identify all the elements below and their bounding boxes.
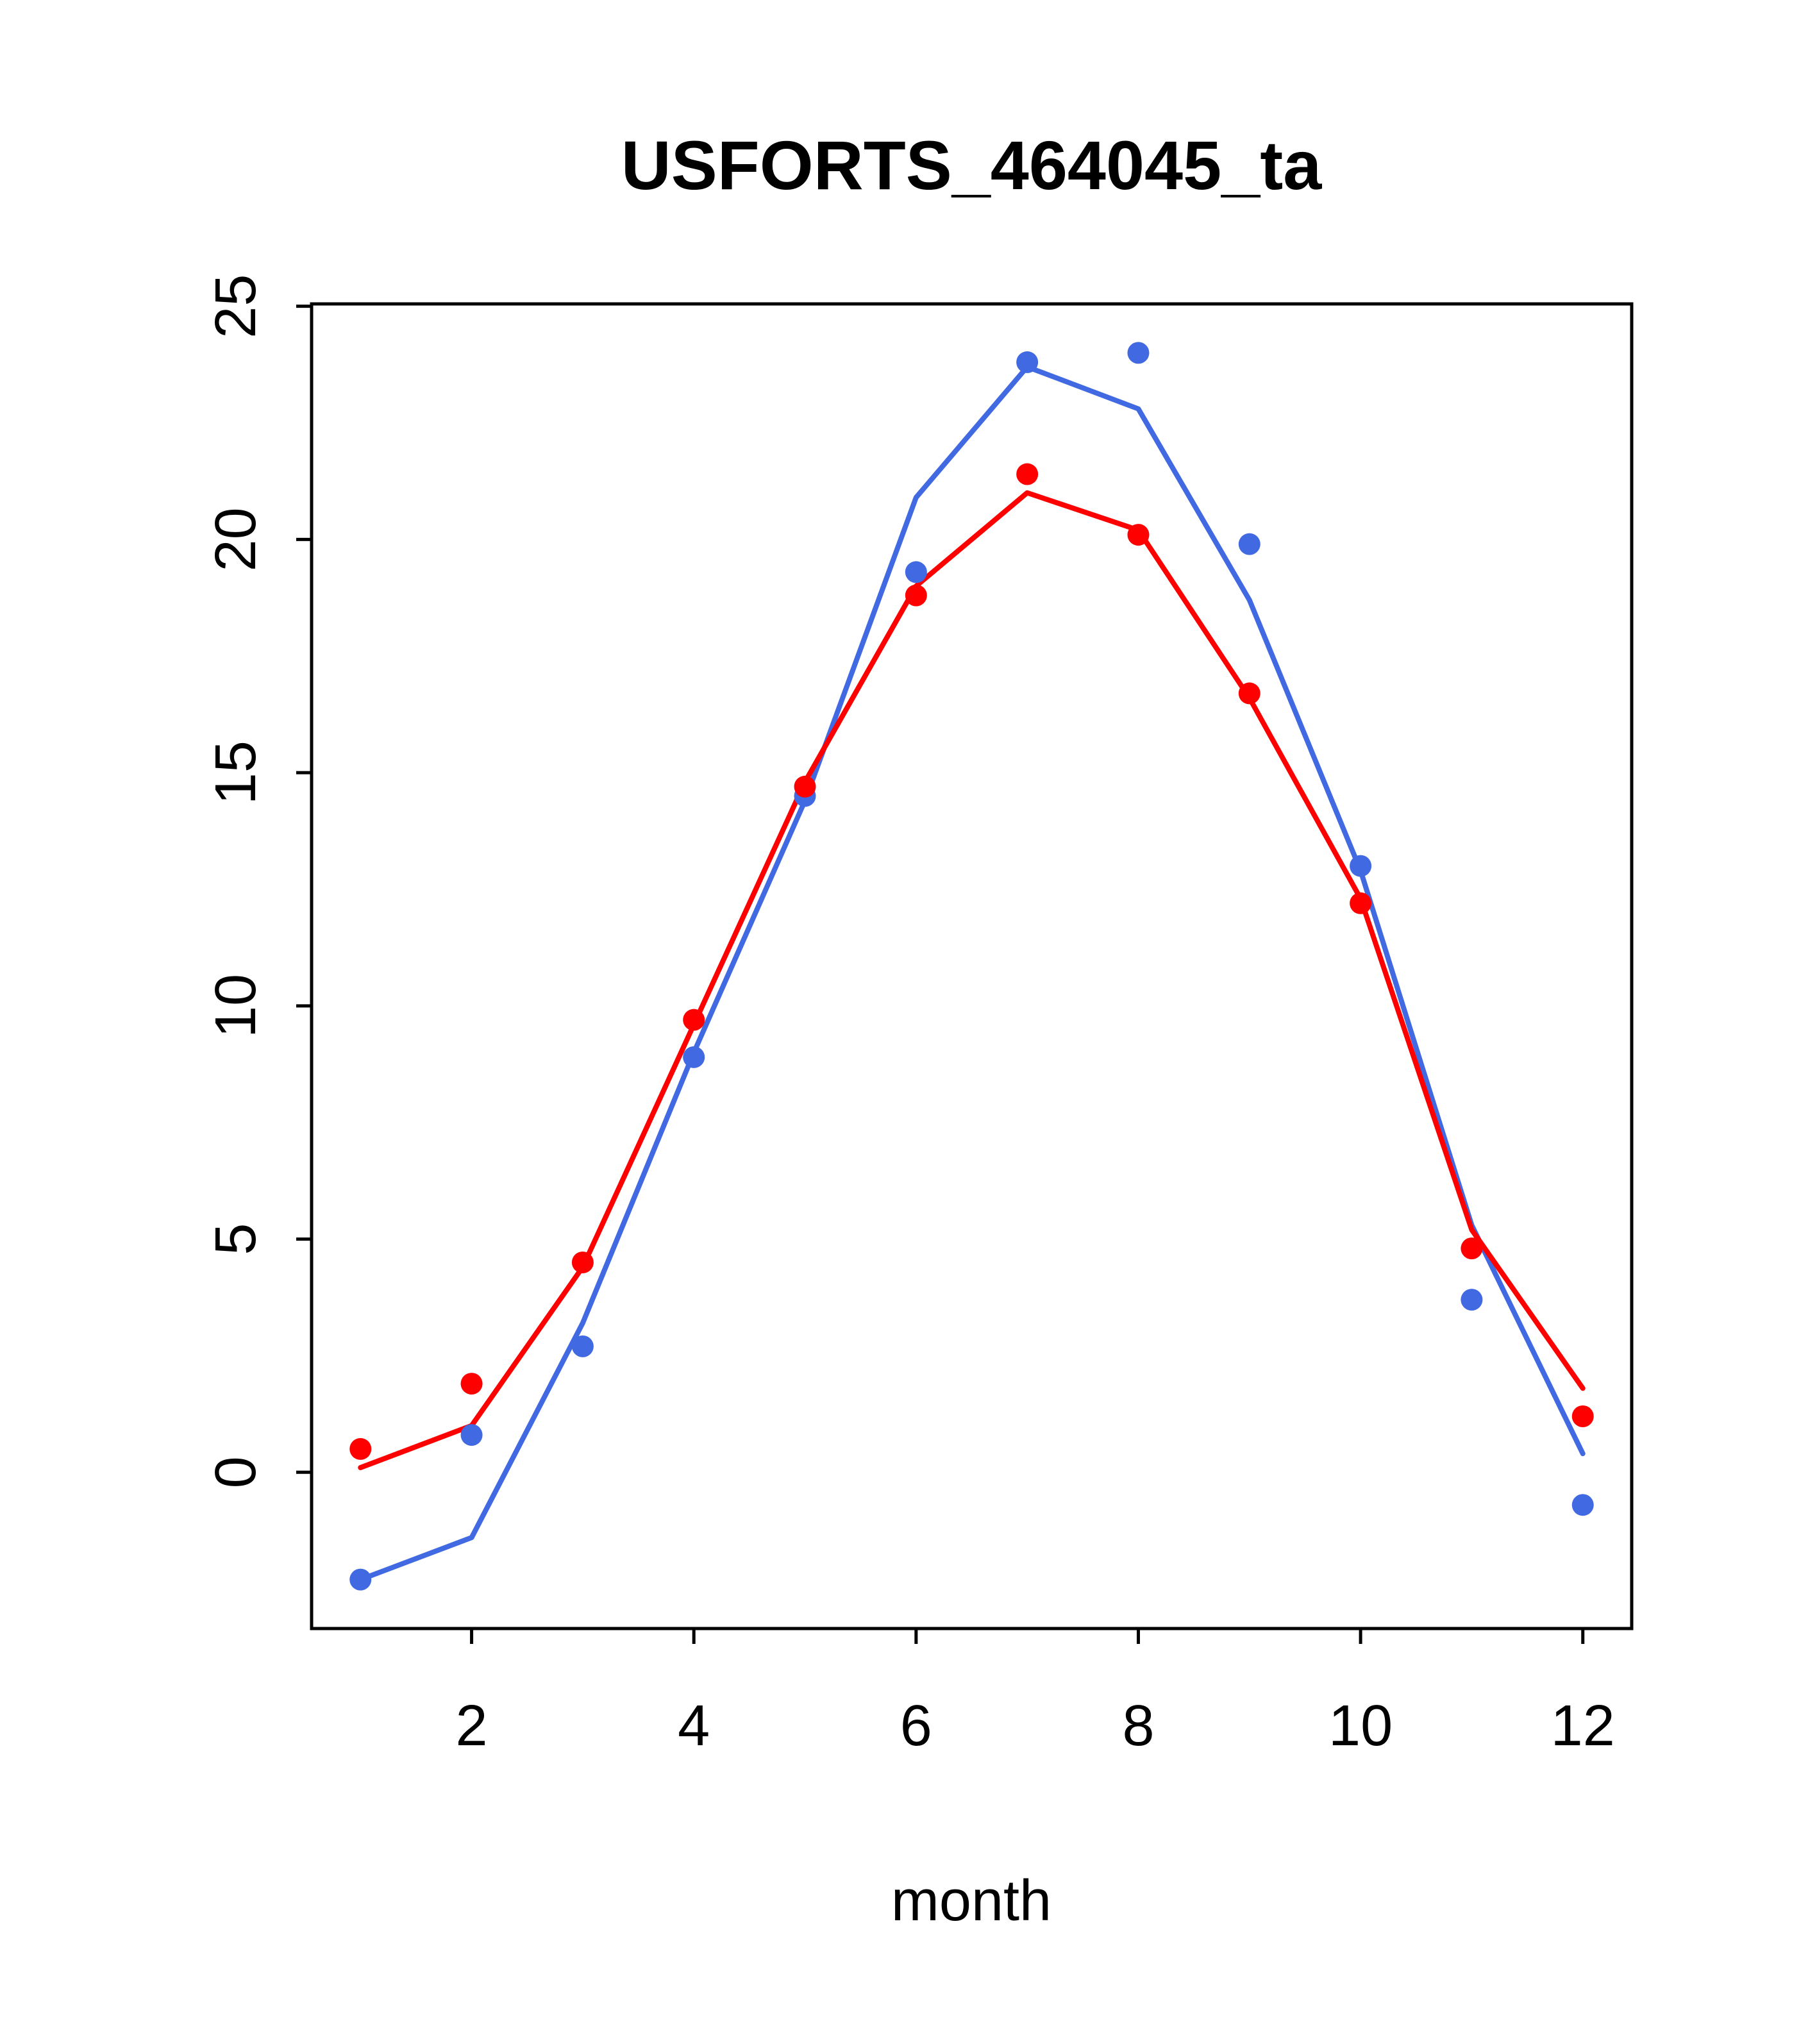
red-series-point (349, 1437, 372, 1460)
plot-area: 2 4 6 8 10 12 0 5 10 15 20 25 (204, 274, 1634, 1758)
y-axis-tick-label: 15 (204, 741, 268, 805)
y-axis-tick-label: 25 (204, 274, 268, 339)
x-axis-tick-label: 12 (1551, 1694, 1615, 1758)
red-series-point (1238, 682, 1260, 705)
y-axis-tick-label: 0 (204, 1456, 268, 1488)
y-axis-tick-label: 5 (204, 1223, 268, 1255)
red-series-point (460, 1373, 483, 1395)
x-axis-tick-label: 6 (900, 1694, 932, 1758)
red-series-point (683, 1009, 705, 1031)
blue-series-point (1016, 351, 1039, 373)
blue-series-point (460, 1424, 483, 1446)
blue-series-point (349, 1568, 372, 1591)
red-series-point (794, 775, 816, 798)
blue-series-point (1238, 533, 1260, 555)
blue-series-point (1571, 1494, 1594, 1516)
x-axis-tick-label: 8 (1122, 1694, 1154, 1758)
red-series-line (358, 490, 1586, 1471)
plot-box (310, 302, 1634, 1630)
y-axis-tick-label: 20 (204, 507, 268, 571)
blue-series-line (358, 364, 1586, 1582)
blue-series-point (1350, 855, 1372, 877)
blue-series-point (1127, 342, 1150, 364)
x-axis-tick-label: 4 (678, 1694, 710, 1758)
x-axis-label: month (891, 1869, 1051, 1933)
red-series-point (1016, 463, 1039, 485)
blue-series-point (571, 1335, 594, 1357)
red-series-point (905, 584, 927, 607)
red-series-point (1350, 892, 1372, 914)
chart-title: USFORTS_464045_ta (621, 126, 1322, 204)
red-series-point (1461, 1237, 1483, 1260)
red-series-point (1571, 1405, 1594, 1428)
red-series-point (1127, 524, 1150, 546)
blue-series-point (905, 561, 927, 583)
x-axis-tick-label: 2 (456, 1694, 488, 1758)
y-axis-tick-label: 10 (204, 974, 268, 1038)
blue-series-point (683, 1046, 705, 1068)
x-axis-tick-label: 10 (1328, 1694, 1393, 1758)
blue-series-point (1461, 1289, 1483, 1311)
red-series-point (571, 1251, 594, 1273)
